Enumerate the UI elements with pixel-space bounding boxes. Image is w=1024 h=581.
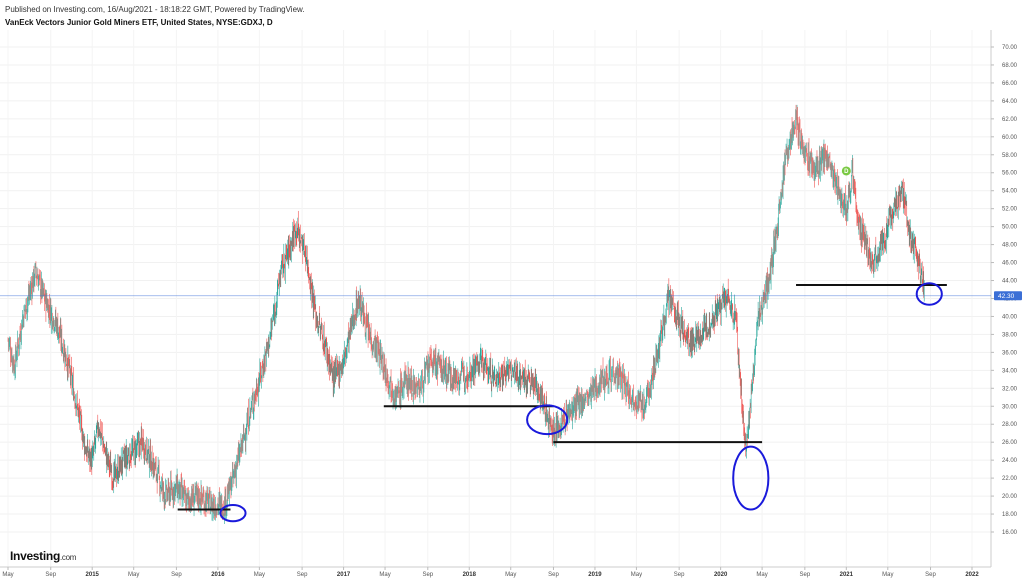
y-tick-label: 44.00 (1002, 279, 1018, 285)
x-tick-label: May (882, 572, 893, 578)
y-tick-label: 64.00 (1002, 99, 1018, 105)
y-tick-label: 26.00 (1002, 440, 1018, 446)
current-price-tag: 42.30 (994, 291, 1022, 301)
x-tick-label: Sep (171, 572, 182, 578)
y-tick-label: 50.00 (1002, 225, 1018, 231)
svg-text:42.30: 42.30 (998, 293, 1015, 300)
y-axis-ticks: 16.00 18.00 20.00 22.00 24.00 26.00 28.00 30.00… (991, 45, 1018, 536)
x-tick-label: 2022 (965, 572, 979, 578)
x-tick-label: 2021 (840, 572, 854, 578)
y-tick-label: 40.00 (1002, 314, 1018, 320)
x-tick-label: May (631, 572, 642, 578)
grid (0, 30, 991, 567)
highlight-circle (526, 404, 569, 436)
y-tick-label: 46.00 (1002, 261, 1018, 267)
x-tick-label: Sep (799, 572, 810, 578)
y-tick-label: 36.00 (1002, 350, 1018, 356)
highlight-circle (915, 282, 943, 306)
x-tick-label: 2016 (211, 572, 225, 578)
x-tick-label: 2015 (86, 572, 100, 578)
highlight-circle (732, 445, 770, 511)
y-tick-label: 24.00 (1002, 458, 1018, 464)
x-tick-label: 2019 (588, 572, 602, 578)
y-tick-label: 54.00 (1002, 189, 1018, 195)
highlight-circles (219, 282, 943, 523)
y-tick-label: 56.00 (1002, 171, 1018, 177)
x-tick-label: May (254, 572, 265, 578)
x-tick-label: May (2, 572, 13, 578)
x-tick-label: May (756, 572, 767, 578)
x-tick-label: May (379, 572, 390, 578)
y-tick-label: 30.00 (1002, 404, 1018, 410)
y-tick-label: 58.00 (1002, 153, 1018, 159)
x-tick-label: Sep (422, 572, 433, 578)
y-tick-label: 66.00 (1002, 81, 1018, 87)
published-info: Published on Investing.com, 16/Aug/2021 … (5, 5, 305, 14)
y-tick-label: 60.00 (1002, 135, 1018, 141)
y-tick-label: 32.00 (1002, 386, 1018, 392)
y-tick-label: 52.00 (1002, 207, 1018, 213)
dividend-marker[interactable]: D (841, 166, 851, 176)
y-tick-label: 18.00 (1002, 512, 1018, 518)
x-tick-label: 2018 (463, 572, 477, 578)
x-tick-label: Sep (925, 572, 936, 578)
x-tick-label: Sep (45, 572, 56, 578)
y-tick-label: 68.00 (1002, 63, 1018, 69)
y-tick-label: 20.00 (1002, 494, 1018, 500)
y-tick-label: 62.00 (1002, 117, 1018, 123)
candles (7, 104, 925, 524)
x-tick-label: May (128, 572, 139, 578)
y-tick-label: 48.00 (1002, 243, 1018, 249)
x-tick-label: Sep (674, 572, 685, 578)
investing-logo: Investing.com (10, 549, 77, 563)
y-tick-label: 38.00 (1002, 332, 1018, 338)
y-tick-label: 34.00 (1002, 368, 1018, 374)
marker-label: D (844, 169, 849, 175)
y-tick-label: 70.00 (1002, 45, 1018, 51)
x-tick-label: Sep (297, 572, 308, 578)
x-tick-label: 2017 (337, 572, 351, 578)
x-tick-label: May (505, 572, 516, 578)
y-tick-label: 22.00 (1002, 476, 1018, 482)
highlight-circle (219, 504, 247, 523)
marker-circle (841, 166, 851, 176)
support-lines (177, 284, 947, 511)
x-tick-label: Sep (548, 572, 559, 578)
y-tick-label: 28.00 (1002, 422, 1018, 428)
y-tick-label: 16.00 (1002, 530, 1018, 536)
chart-title: VanEck Vectors Junior Gold Miners ETF, U… (5, 18, 273, 27)
x-tick-label: 2020 (714, 572, 728, 578)
x-axis-ticks: May Sep 2015 May Sep 2016 May Sep 2017 May Sep 2018… (2, 567, 979, 578)
